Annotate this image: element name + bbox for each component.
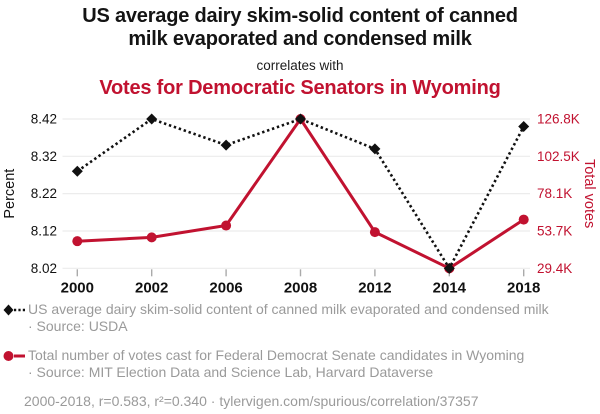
x-axis: 2000 2002 2006 2008 2012 2014 2018 [61,269,540,296]
page-title: US average dairy skim-solid content of c… [0,0,600,51]
diamond-marker [443,262,455,274]
right-axis-tick-label: 126.8K [537,112,580,127]
diamond-marker [369,143,381,155]
diamond-marker [71,165,83,177]
x-axis-tick-label: 2008 [284,279,317,296]
series [71,113,530,274]
legend-item-votes: Total number of votes cast for Federal D… [3,347,600,380]
x-axis-tick-label: 2006 [209,279,242,296]
legend-source-percent: · Source: USDA [28,317,128,334]
right-axis-tick-label: 53.7K [537,223,572,238]
diamond-marker [146,113,158,125]
right-axis-tick-label: 78.1K [537,186,572,201]
x-axis-tick-label: 2018 [507,279,540,296]
legend-label-percent: US average dairy skim-solid content of c… [28,301,549,317]
circle-marker [146,232,157,243]
left-axis-tick-label: 8.22 [31,186,57,201]
secondary-title: Votes for Democratic Senators in Wyoming [99,77,501,99]
x-axis-tick-label: 2014 [433,279,467,296]
diamond-dotted-line-icon [3,301,25,334]
diamond-marker [518,120,530,132]
left-axis-tick-label: 8.42 [31,112,57,127]
x-axis-tick-label: 2012 [358,279,391,296]
title-line-1: US average dairy skim-solid content of c… [82,5,518,27]
correlates-with-label: correlates with [256,58,344,73]
diamond-marker [295,113,306,125]
circle-solid-line-icon [3,347,25,380]
title-line-2: milk evaporated and condensed milk [128,28,472,50]
legend-label-votes: Total number of votes cast for Federal D… [28,347,525,363]
right-axis-title: Total votes [581,159,597,228]
left-axis-tick-label: 8.12 [31,223,57,238]
attribution-footer: 2000-2018, r=0.583, r²=0.340 · tylervige… [24,393,479,409]
circle-marker [72,236,83,247]
legend-source-votes: · Source: MIT Election Data and Science … [28,363,434,380]
legend: US average dairy skim-solid content of c… [0,301,600,380]
circle-marker [518,214,529,225]
left-axis-tick-label: 8.32 [31,149,57,164]
axis-labels: 8.42 126.8K 8.32 102.5K 8.22 78.1K 8.12 53.7K 8.… [2,112,597,276]
x-axis-tick-label: 2002 [135,279,168,296]
diamond-marker [220,139,232,151]
legend-text-votes: Total number of votes cast for Federal D… [28,347,524,380]
gridlines [62,118,530,269]
circle-marker [369,227,380,238]
series-percent [71,113,530,274]
legend-item-percent: US average dairy skim-solid content of c… [3,301,600,334]
left-axis-title: Percent [2,169,18,219]
circle-marker [221,220,232,231]
legend-text-percent: US average dairy skim-solid content of c… [28,301,549,334]
right-axis-tick-label: 29.4K [537,261,572,276]
x-axis-tick-label: 2000 [61,279,94,296]
left-axis-tick-label: 8.02 [31,261,57,276]
right-axis-tick-label: 102.5K [537,149,580,164]
